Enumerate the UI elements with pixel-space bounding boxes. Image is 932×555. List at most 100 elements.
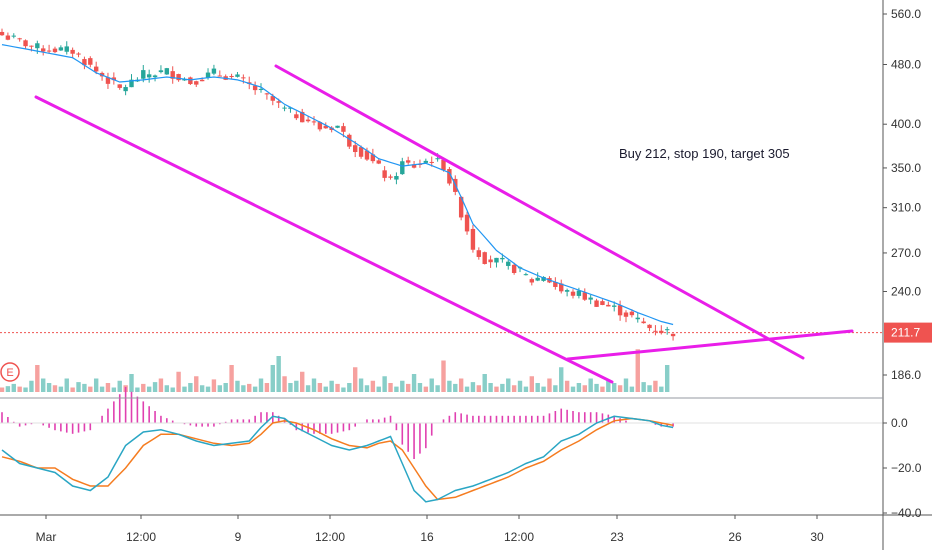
candle-body bbox=[570, 291, 576, 296]
candle-body bbox=[111, 77, 117, 81]
last-price-tag bbox=[884, 322, 932, 343]
candle bbox=[541, 276, 546, 282]
trendline[interactable] bbox=[274, 64, 805, 360]
candle bbox=[82, 56, 87, 70]
volume-bar bbox=[353, 367, 358, 392]
candle bbox=[358, 145, 364, 159]
candle-body bbox=[429, 161, 434, 163]
candle-body bbox=[594, 300, 599, 307]
candle-body bbox=[276, 101, 281, 103]
price-tick-label: 400.0 bbox=[891, 117, 921, 131]
candle bbox=[388, 174, 393, 180]
candle-body bbox=[488, 259, 493, 263]
candle bbox=[93, 61, 99, 75]
candle bbox=[641, 317, 646, 324]
candle-body bbox=[176, 74, 181, 81]
candle bbox=[235, 71, 240, 78]
volume-bar bbox=[629, 386, 635, 392]
candle-body bbox=[29, 45, 34, 47]
candle-body bbox=[364, 150, 370, 160]
candle-body bbox=[64, 46, 69, 52]
candle-body bbox=[606, 304, 611, 307]
candle bbox=[617, 300, 623, 321]
candle-body bbox=[217, 75, 223, 77]
price-tick-label: 240.0 bbox=[891, 285, 921, 299]
candle-body bbox=[23, 40, 28, 47]
volume-bar bbox=[152, 382, 158, 392]
candle-body bbox=[311, 121, 317, 123]
trendline[interactable] bbox=[566, 329, 854, 361]
candle bbox=[494, 257, 499, 268]
candle bbox=[447, 166, 452, 186]
volume-bar bbox=[229, 365, 234, 392]
time-tick-label: 12:00 bbox=[315, 530, 345, 544]
candle bbox=[482, 251, 487, 265]
volume-bar bbox=[270, 365, 275, 392]
candle bbox=[488, 255, 493, 268]
candle bbox=[370, 148, 376, 164]
candle-body bbox=[88, 58, 93, 65]
candle-body bbox=[647, 324, 652, 329]
macd-signal-line bbox=[1, 417, 674, 501]
volume-bar bbox=[588, 378, 593, 392]
candle-body bbox=[264, 93, 270, 95]
candle bbox=[523, 272, 529, 276]
candle-body bbox=[58, 47, 64, 51]
candle-body bbox=[82, 59, 87, 66]
event-marker[interactable]: E bbox=[0, 362, 20, 382]
volume-bar bbox=[282, 376, 287, 392]
candle bbox=[582, 288, 587, 301]
candle-body bbox=[370, 154, 376, 162]
volume-bar bbox=[447, 380, 452, 392]
candle-body bbox=[305, 119, 311, 122]
candle bbox=[382, 166, 387, 182]
volume-bar bbox=[88, 386, 93, 392]
candle bbox=[606, 301, 611, 307]
candle-body bbox=[623, 312, 629, 317]
candle bbox=[105, 72, 111, 89]
candle bbox=[405, 156, 411, 165]
volume-bar bbox=[488, 383, 493, 392]
candle bbox=[135, 77, 140, 82]
volume-bar bbox=[305, 385, 311, 392]
price-tick-label: 310.0 bbox=[891, 201, 921, 215]
trendline[interactable] bbox=[34, 95, 614, 384]
volume-bar bbox=[617, 385, 623, 392]
volume-bar bbox=[35, 365, 40, 392]
candle-body bbox=[52, 48, 58, 53]
volume-bar bbox=[217, 385, 223, 392]
candle-body bbox=[470, 228, 476, 250]
volume-bar bbox=[58, 386, 64, 392]
candle-body bbox=[600, 301, 605, 305]
candle bbox=[394, 172, 399, 185]
candle-body bbox=[141, 70, 146, 79]
candle bbox=[46, 44, 52, 54]
volume-bar bbox=[411, 374, 417, 392]
candle-body bbox=[400, 161, 405, 175]
volume-bar bbox=[582, 385, 587, 392]
candle-body bbox=[670, 333, 676, 337]
candle bbox=[335, 125, 340, 129]
time-tick-label: 23 bbox=[610, 530, 624, 544]
volume-bar bbox=[0, 387, 5, 392]
candle bbox=[506, 259, 511, 270]
volume-bar bbox=[70, 387, 75, 392]
candle-body bbox=[288, 107, 293, 109]
candle-body bbox=[612, 305, 617, 307]
candle-body bbox=[553, 282, 558, 287]
volume-bar bbox=[329, 380, 334, 392]
candle-body bbox=[423, 160, 429, 163]
candle bbox=[659, 325, 664, 335]
candle-body bbox=[641, 321, 646, 324]
time-tick-label: 30 bbox=[810, 530, 824, 544]
volume-bar bbox=[252, 386, 258, 392]
volume-bar bbox=[576, 383, 582, 392]
candle bbox=[588, 294, 593, 305]
candle-body bbox=[435, 158, 440, 160]
volume-bar bbox=[664, 365, 670, 392]
candle-body bbox=[447, 169, 452, 184]
volume-bar bbox=[82, 383, 87, 392]
volume-bar bbox=[570, 386, 576, 392]
candle bbox=[470, 225, 476, 253]
volume-bar bbox=[535, 383, 540, 392]
